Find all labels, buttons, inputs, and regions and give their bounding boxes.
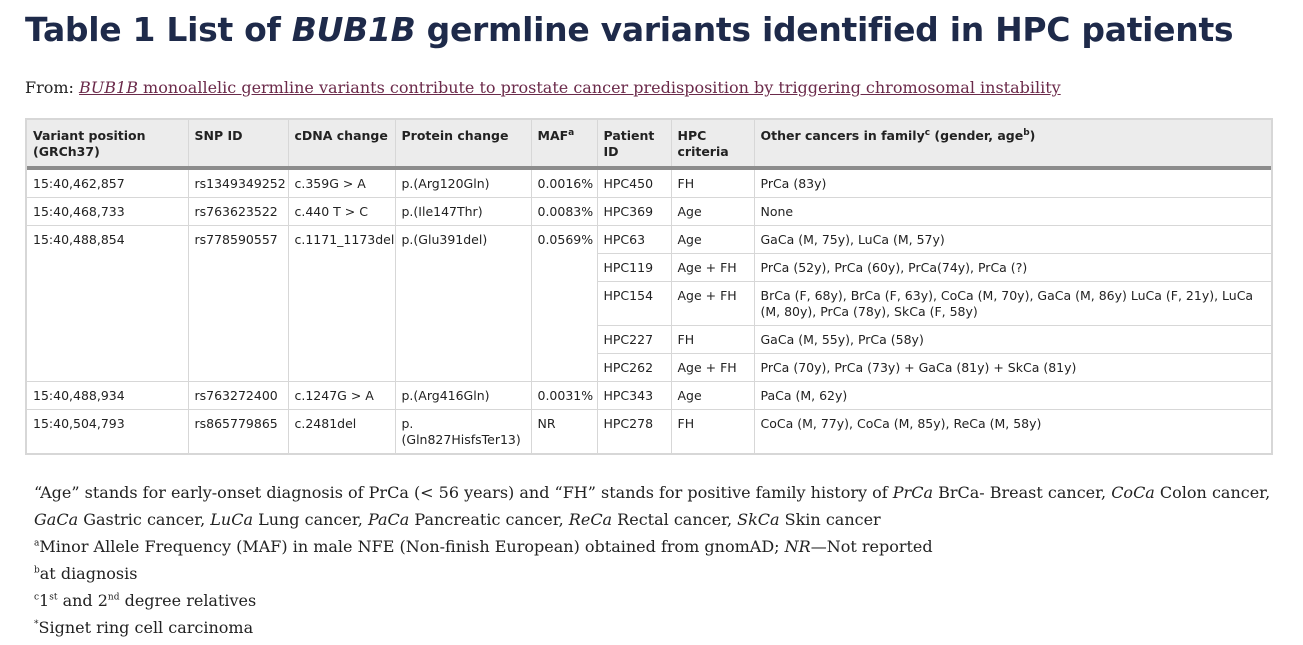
cell-variant-position: 15:40,468,733: [27, 197, 189, 226]
cell-patient-id: HPC227: [597, 325, 672, 354]
cell-maf: NR: [531, 409, 598, 453]
cell-variant-position: 15:40,488,934: [27, 381, 189, 410]
cell-snp-id: rs778590557: [188, 225, 289, 382]
cell-hpc-criteria: Age: [671, 381, 755, 410]
cell-hpc-criteria: Age + FH: [671, 353, 755, 382]
header-snp-id: SNP ID: [188, 120, 289, 170]
cell-other-cancers: CoCa (M, 77y), CoCa (M, 85y), ReCa (M, 5…: [760, 416, 1042, 431]
variants-table-container: Variant position (GRCh37) SNP ID cDNA ch…: [25, 118, 1273, 455]
table-header-row: Variant position (GRCh37) SNP ID cDNA ch…: [27, 120, 1271, 170]
cell-snp-id: rs1349349252: [188, 168, 289, 198]
cell-other-cancers: GaCa (M, 55y), PrCa (58y): [754, 325, 1271, 354]
cell-snp-id: rs763623522: [188, 197, 289, 226]
cell-other-cancers: BrCa (F, 68y), BrCa (F, 63y), CoCa (M, 7…: [754, 281, 1271, 326]
cell-patient-id: HPC343: [597, 381, 672, 410]
cell-other-cancers: PrCa (83y): [754, 168, 1271, 198]
cell-patient-id: HPC154: [597, 281, 672, 326]
from-label: From:: [25, 78, 80, 97]
table-footnotes: “Age” stands for early-onset diagnosis o…: [34, 479, 1274, 641]
cell-patient-id: HPC278: [597, 409, 672, 453]
cell-protein-change: p.(Gln827HisfsTer13): [395, 409, 532, 453]
cell-patient-id: HPC262: [597, 353, 672, 382]
cell-cdna-change: c.1171_1173del: [288, 225, 396, 382]
header-maf: MAFa: [531, 120, 598, 170]
cell-hpc-criteria: FH: [671, 168, 755, 198]
table-row: HPC119 Age + FH PrCa (52y), PrCa (60y), …: [27, 253, 1271, 282]
cell-patient-id: HPC119: [597, 253, 672, 282]
footnote-c: c1st and 2nd degree relatives: [34, 591, 257, 610]
header-hpc-criteria: HPC criteria: [671, 120, 755, 170]
footnote-abbreviations: “Age” stands for early-onset diagnosis o…: [34, 483, 1271, 529]
cell-hpc-criteria: Age: [671, 225, 755, 254]
footnote-a: aMinor Allele Frequency (MAF) in male NF…: [34, 537, 933, 556]
cell-snp-id: rs865779865: [188, 409, 289, 453]
header-other-cancers: Other cancers in familyc (gender, ageb): [754, 120, 1271, 170]
cell-maf: 0.0031%: [531, 381, 598, 410]
cell-other-cancers: PrCa (70y), PrCa (73y) + GaCa (81y) + Sk…: [754, 353, 1271, 382]
cell-maf: 0.0083%: [531, 197, 598, 226]
cell-maf: 0.0016%: [531, 168, 598, 198]
source-article-link[interactable]: BUB1B monoallelic germline variants cont…: [79, 78, 1061, 97]
cell-variant-position: 15:40,462,857: [27, 168, 189, 198]
cell-cdna-change: c.1247G > A: [288, 381, 396, 410]
footnote-asterisk: *Signet ring cell carcinoma: [34, 618, 254, 637]
cell-protein-change: p.(Arg120Gln): [395, 168, 532, 198]
header-variant-position: Variant position (GRCh37): [27, 120, 189, 170]
footnote-b: bat diagnosis: [34, 564, 138, 583]
header-protein-change: Protein change: [395, 120, 532, 170]
cell-patient-id: HPC369: [597, 197, 672, 226]
cell-patient-id: HPC63: [597, 225, 672, 254]
cell-hpc-criteria: Age + FH: [671, 253, 755, 282]
cell-other-cancers: PaCa (M, 62y): [754, 381, 1271, 410]
table-row: HPC227 FH GaCa (M, 55y), PrCa (58y): [27, 325, 1271, 354]
cell-cdna-change: c.359G > A: [288, 168, 396, 198]
cell-hpc-criteria: FH: [671, 325, 755, 354]
table-row: 15:40,488,854 rs778590557 c.1171_1173del…: [27, 225, 1271, 382]
cell-variant-position: 15:40,488,854: [27, 225, 189, 382]
cell-snp-id: rs763272400: [188, 381, 289, 410]
table-row: 15:40,468,733 rs763623522 c.440 T > C p.…: [27, 197, 1271, 226]
cell-patient-id: HPC450: [597, 168, 672, 198]
cell-cdna-change: c.2481del: [288, 409, 396, 453]
cell-other-cancers: GaCa (M, 75y), LuCa (M, 57y): [754, 225, 1271, 254]
table-row: 15:40,488,934 rs763272400 c.1247G > A p.…: [27, 381, 1271, 410]
variants-table: Variant position (GRCh37) SNP ID cDNA ch…: [27, 120, 1271, 453]
cell-other-cancers: None: [754, 197, 1271, 226]
cell-protein-change: p.(Ile147Thr): [395, 197, 532, 226]
cell-cdna-change: c.440 T > C: [288, 197, 396, 226]
table-title: Table 1 List of BUB1B germline variants …: [25, 10, 1234, 49]
cell-variant-position: 15:40,504,793: [27, 409, 189, 453]
cell-protein-change: p.(Arg416Gln): [395, 381, 532, 410]
table-row: 15:40,462,857 rs1349349252 c.359G > A p.…: [27, 168, 1271, 198]
table-row: 15:40,504,793 rs865779865 c.2481del p.(G…: [27, 409, 1271, 453]
cell-protein-change: p.(Glu391del): [395, 225, 532, 382]
header-cdna-change: cDNA change: [288, 120, 396, 170]
table-row: HPC154 Age + FH BrCa (F, 68y), BrCa (F, …: [27, 281, 1271, 326]
source-line: From: BUB1B monoallelic germline variant…: [25, 78, 1061, 97]
cell-maf: 0.0569%: [531, 225, 598, 382]
cell-hpc-criteria: Age: [671, 197, 755, 226]
cell-other-cancers: PrCa (52y), PrCa (60y), PrCa(74y), PrCa …: [754, 253, 1271, 282]
table-row: HPC262 Age + FH PrCa (70y), PrCa (73y) +…: [27, 353, 1271, 382]
cell-hpc-criteria: FH: [671, 409, 755, 453]
title-gene: BUB1B: [291, 10, 416, 49]
header-patient-id: Patient ID: [597, 120, 672, 170]
cell-hpc-criteria: Age + FH: [671, 281, 755, 326]
